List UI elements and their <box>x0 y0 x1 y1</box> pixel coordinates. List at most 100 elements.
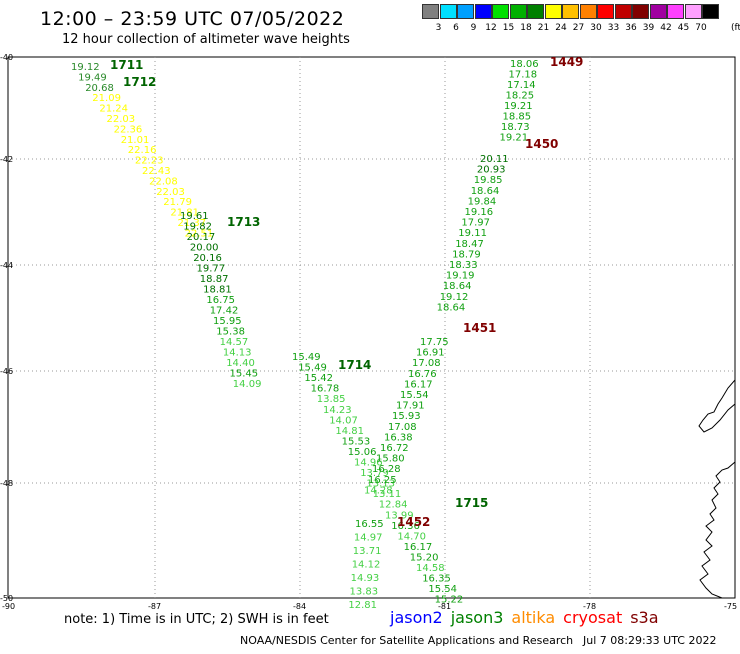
wave-height-value: 15.42 <box>304 373 333 384</box>
wave-height-value: 16.91 <box>416 348 445 359</box>
wave-height-value: 16.72 <box>380 443 409 454</box>
legend-label: 3 <box>435 23 442 33</box>
legend-swatch <box>667 4 684 19</box>
legend-swatch <box>544 4 562 19</box>
wave-height-value: 14.81 <box>335 426 364 437</box>
latitude-label: -40 <box>0 53 13 62</box>
wave-height-value: 14.97 <box>354 533 383 544</box>
wave-height-value: 18.33 <box>449 260 478 271</box>
pass-time-label: 1714 <box>338 358 371 372</box>
wave-height-value: 15.22 <box>435 595 464 606</box>
wave-height-value: 14.57 <box>220 337 249 348</box>
legend-label: 30 <box>590 23 602 33</box>
latitude-label: -42 <box>0 155 13 164</box>
legend-label: 45 <box>677 23 690 33</box>
legend-swatch <box>509 4 527 19</box>
wave-height-value: 16.17 <box>404 379 433 390</box>
legend-swatch <box>684 4 702 19</box>
wave-height-value: 19.16 <box>465 207 494 218</box>
legend-label: 33 <box>607 23 620 33</box>
wave-height-value: 14.28 <box>364 485 393 496</box>
wave-height-value: 20.93 <box>477 165 506 176</box>
wave-height-value: 19.12 <box>71 62 100 73</box>
wave-height-value: 21.37 <box>178 218 207 229</box>
wave-height-value: 16.76 <box>408 369 437 380</box>
wave-height-value: 18.87 <box>200 274 229 285</box>
legend-swatch <box>702 4 719 19</box>
legend-swatch <box>474 4 492 19</box>
wave-height-value: 12.84 <box>379 500 408 511</box>
wave-height-value: 16.28 <box>372 464 401 475</box>
pass-time-label: 1713 <box>227 215 260 229</box>
wave-height-value: 17.08 <box>412 358 441 369</box>
wave-height-value: 13.13 <box>366 479 395 490</box>
wave-height-value: 18.06 <box>510 59 539 70</box>
wave-height-value: 17.14 <box>507 80 536 91</box>
pass-time-label: 1711 <box>110 58 143 72</box>
wave-height-value: 15.45 <box>230 369 259 380</box>
wave-height-value: 16.75 <box>206 295 235 306</box>
legend-swatch <box>457 4 474 19</box>
wave-height-value: 14.13 <box>223 348 252 359</box>
wave-height-value: 20.16 <box>193 253 222 264</box>
wave-height-value: 16.35 <box>422 574 451 585</box>
wave-height-value: 18.79 <box>452 249 481 260</box>
wave-height-value: 19.11 <box>458 228 487 239</box>
wave-height-value: 16.36 <box>391 521 420 532</box>
wave-height-value: 15.54 <box>400 390 429 401</box>
wave-height-value: 22.16 <box>128 145 157 156</box>
legend-unit: (ft) <box>731 23 740 33</box>
legend-swatch <box>614 4 632 19</box>
wave-height-value: 19.21 <box>504 101 533 112</box>
wave-height-value: 14.96 <box>354 458 383 469</box>
wave-height-value: 21.09 <box>92 93 121 104</box>
wave-height-value: 14.07 <box>329 415 358 426</box>
wave-height-value: 13.11 <box>373 489 402 500</box>
legend-swatch <box>649 4 667 19</box>
wave-height-value: 18.64 <box>437 302 466 313</box>
legend-label: 27 <box>572 23 585 33</box>
legend-label: 6 <box>453 23 459 33</box>
page-title: 12:00 – 23:59 UTC 07/05/2022 <box>40 8 345 30</box>
legend-swatch <box>597 4 614 19</box>
wave-height-value: 21.81 <box>170 208 199 219</box>
wave-height-value: 21.79 <box>163 197 192 208</box>
footer-time: Jul 7 08:29:33 UTC 2022 <box>583 634 717 647</box>
legend-swatch <box>439 4 457 19</box>
wave-height-value: 13.83 <box>350 587 379 598</box>
wave-height-value: 14.70 <box>397 531 426 542</box>
longitude-label: -84 <box>293 602 306 611</box>
wave-height-value: 19.19 <box>446 271 475 282</box>
wave-height-value: 14.58 <box>416 563 445 574</box>
wave-height-value: 18.85 <box>503 112 532 123</box>
wave-height-value: 18.25 <box>506 91 535 102</box>
wave-height-value: 14.93 <box>351 573 380 584</box>
wave-height-value: 22.51 <box>185 228 214 239</box>
legend-label: 12 <box>485 23 497 33</box>
wave-height-value: 17.18 <box>509 70 538 81</box>
wave-height-value: 17.97 <box>461 218 490 229</box>
pass-time-label: 1449 <box>550 55 583 69</box>
wave-height-value: 19.12 <box>440 292 469 303</box>
wave-height-value: 17.42 <box>210 306 239 317</box>
longitude-label: -90 <box>2 602 15 611</box>
wave-height-value: 12.81 <box>348 600 377 611</box>
wave-height-value: 19.49 <box>78 72 107 83</box>
wave-height-value: 18.64 <box>471 186 500 197</box>
wave-height-value: 20.17 <box>187 232 216 243</box>
wave-height-value: 22.36 <box>114 124 143 135</box>
wave-height-value: 15.38 <box>216 327 245 338</box>
wave-height-value: 19.61 <box>180 211 209 222</box>
wave-height-value: 14.09 <box>233 379 262 390</box>
wave-height-value: 19.82 <box>183 222 212 233</box>
legend-swatch <box>579 4 597 19</box>
coastline <box>698 379 736 599</box>
wave-height-value: 20.68 <box>85 83 114 94</box>
wave-height-value: 16.25 <box>368 475 397 486</box>
pass-time-label: 1712 <box>123 75 156 89</box>
pass-time-label: 1451 <box>463 321 496 335</box>
wave-height-value: 13.99 <box>385 510 414 521</box>
satellite-legend: jason2 jason3 altika cryosat s3a <box>390 608 667 627</box>
wave-height-value: 15.54 <box>428 584 457 595</box>
